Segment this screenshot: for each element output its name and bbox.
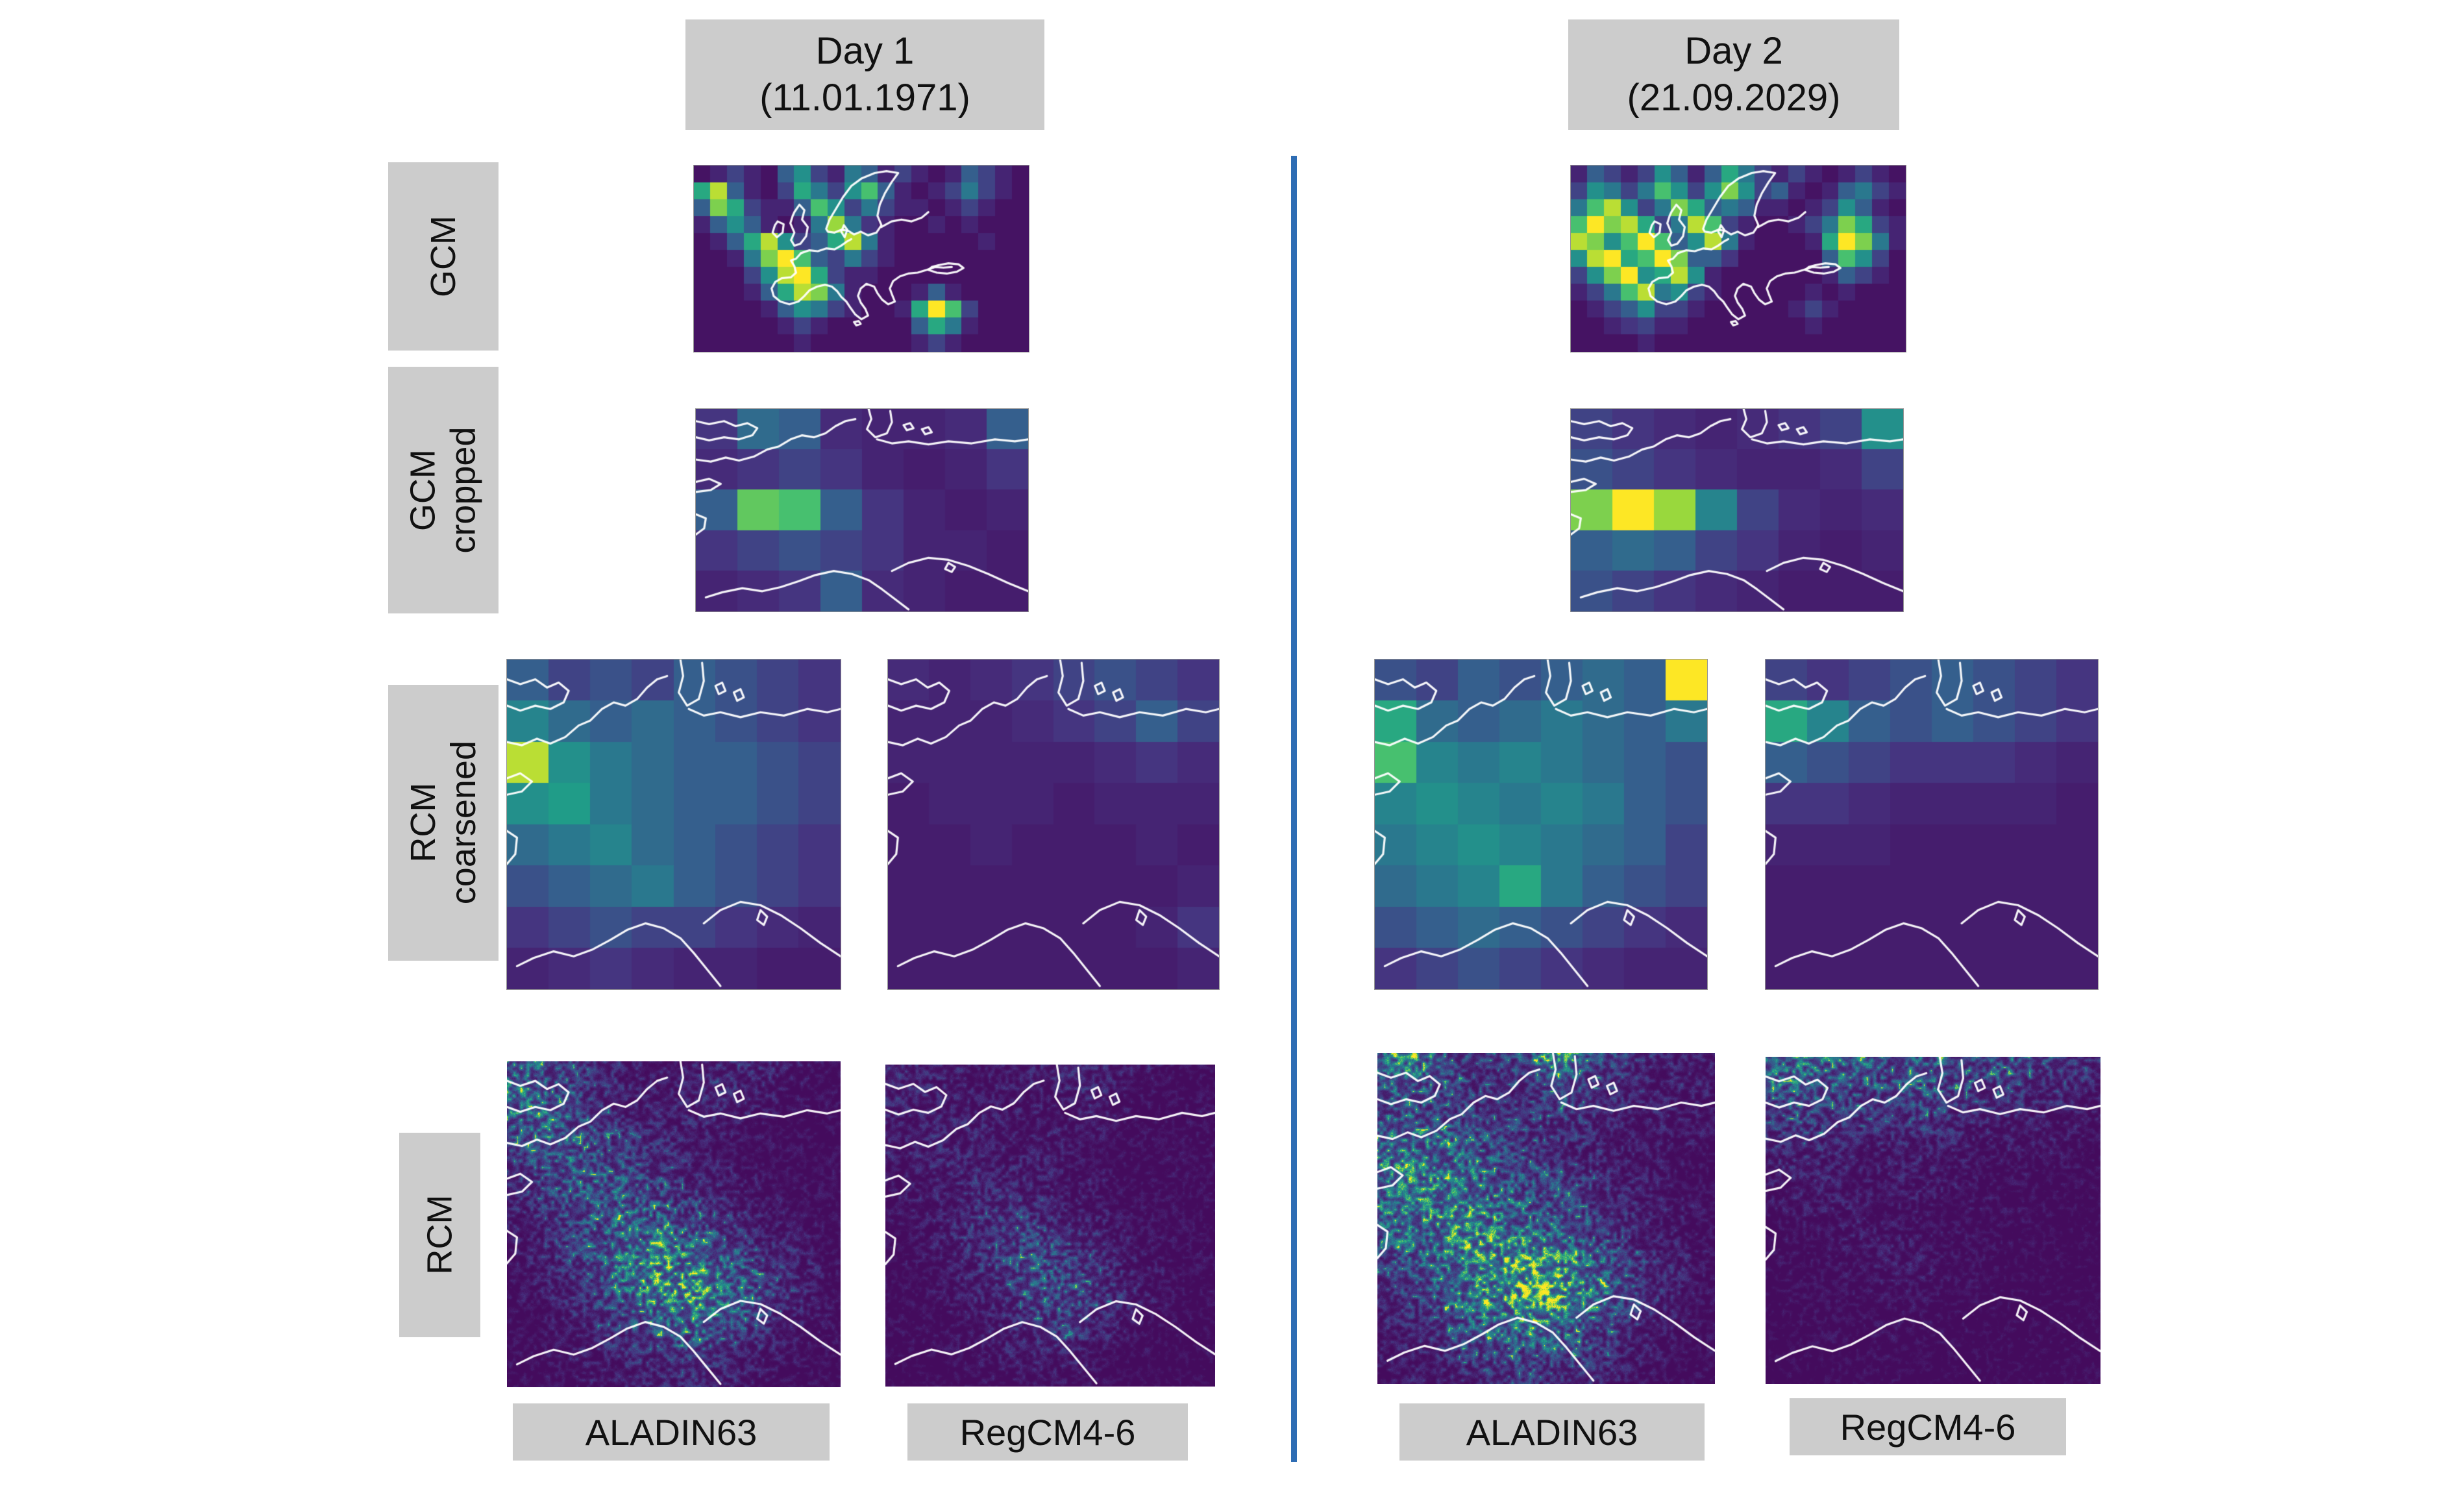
day-divider-line xyxy=(1291,156,1297,1462)
model-label-day2-regcm4-6-text: RegCM4-6 xyxy=(1840,1406,2016,1448)
row-label-gcm-cropped-text: GCM cropped xyxy=(403,426,483,554)
gcm-cropped-map-day2 xyxy=(1570,408,1904,612)
gcm-map-day1 xyxy=(693,165,1029,352)
row-label-rcm-coarsened-text: RCM coarsened xyxy=(403,741,483,905)
column-header-day1-label: Day 1 (11.01.1971) xyxy=(759,29,970,119)
row-label-gcm: GCM xyxy=(388,162,499,351)
row-label-gcm-cropped: GCM cropped xyxy=(388,367,499,613)
row-label-rcm-coarsened: RCM coarsened xyxy=(388,685,499,961)
model-label-day2-regcm4-6: RegCM4-6 xyxy=(1790,1398,2066,1455)
column-header-day2: Day 2 (21.09.2029) xyxy=(1568,19,1899,130)
row-label-rcm-text: RCM xyxy=(420,1195,460,1275)
rcm-coarsened-map-day2-regcm4-6 xyxy=(1765,659,2099,990)
model-label-day2-aladin63-text: ALADIN63 xyxy=(1466,1411,1638,1453)
rcm-coarsened-map-day1-regcm4-6 xyxy=(887,659,1220,990)
model-label-day1-regcm4-6-text: RegCM4-6 xyxy=(959,1411,1136,1453)
column-header-day1: Day 1 (11.01.1971) xyxy=(685,19,1044,130)
rcm-map-day2-regcm4-6 xyxy=(1766,1057,2101,1384)
model-label-day1-aladin63-text: ALADIN63 xyxy=(585,1411,758,1453)
column-header-day2-label: Day 2 (21.09.2029) xyxy=(1627,29,1841,119)
row-label-gcm-text: GCM xyxy=(423,216,463,297)
gcm-cropped-map-day1 xyxy=(695,408,1029,612)
rcm-map-day1-aladin63 xyxy=(507,1061,841,1387)
rcm-coarsened-map-day2-aladin63 xyxy=(1374,659,1708,990)
rcm-map-day1-regcm4-6 xyxy=(885,1065,1215,1387)
gcm-map-day2 xyxy=(1570,165,1906,352)
rcm-map-day2-aladin63 xyxy=(1377,1053,1715,1384)
model-label-day1-aladin63: ALADIN63 xyxy=(513,1403,830,1461)
model-label-day2-aladin63: ALADIN63 xyxy=(1399,1403,1705,1461)
rcm-coarsened-map-day1-aladin63 xyxy=(506,659,841,990)
row-label-rcm: RCM xyxy=(399,1133,480,1337)
model-label-day1-regcm4-6: RegCM4-6 xyxy=(907,1403,1188,1461)
